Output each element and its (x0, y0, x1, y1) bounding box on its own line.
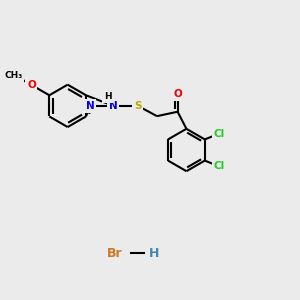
Text: N: N (85, 101, 94, 111)
Text: Br: Br (107, 247, 123, 260)
Text: Cl: Cl (214, 128, 225, 139)
Text: O: O (173, 89, 182, 99)
Text: N: N (109, 101, 118, 111)
Text: CH₃: CH₃ (4, 71, 22, 80)
Text: H: H (104, 92, 112, 101)
Text: Cl: Cl (214, 161, 225, 172)
Text: O: O (27, 80, 36, 90)
Text: S: S (134, 101, 142, 111)
Text: H: H (149, 247, 160, 260)
